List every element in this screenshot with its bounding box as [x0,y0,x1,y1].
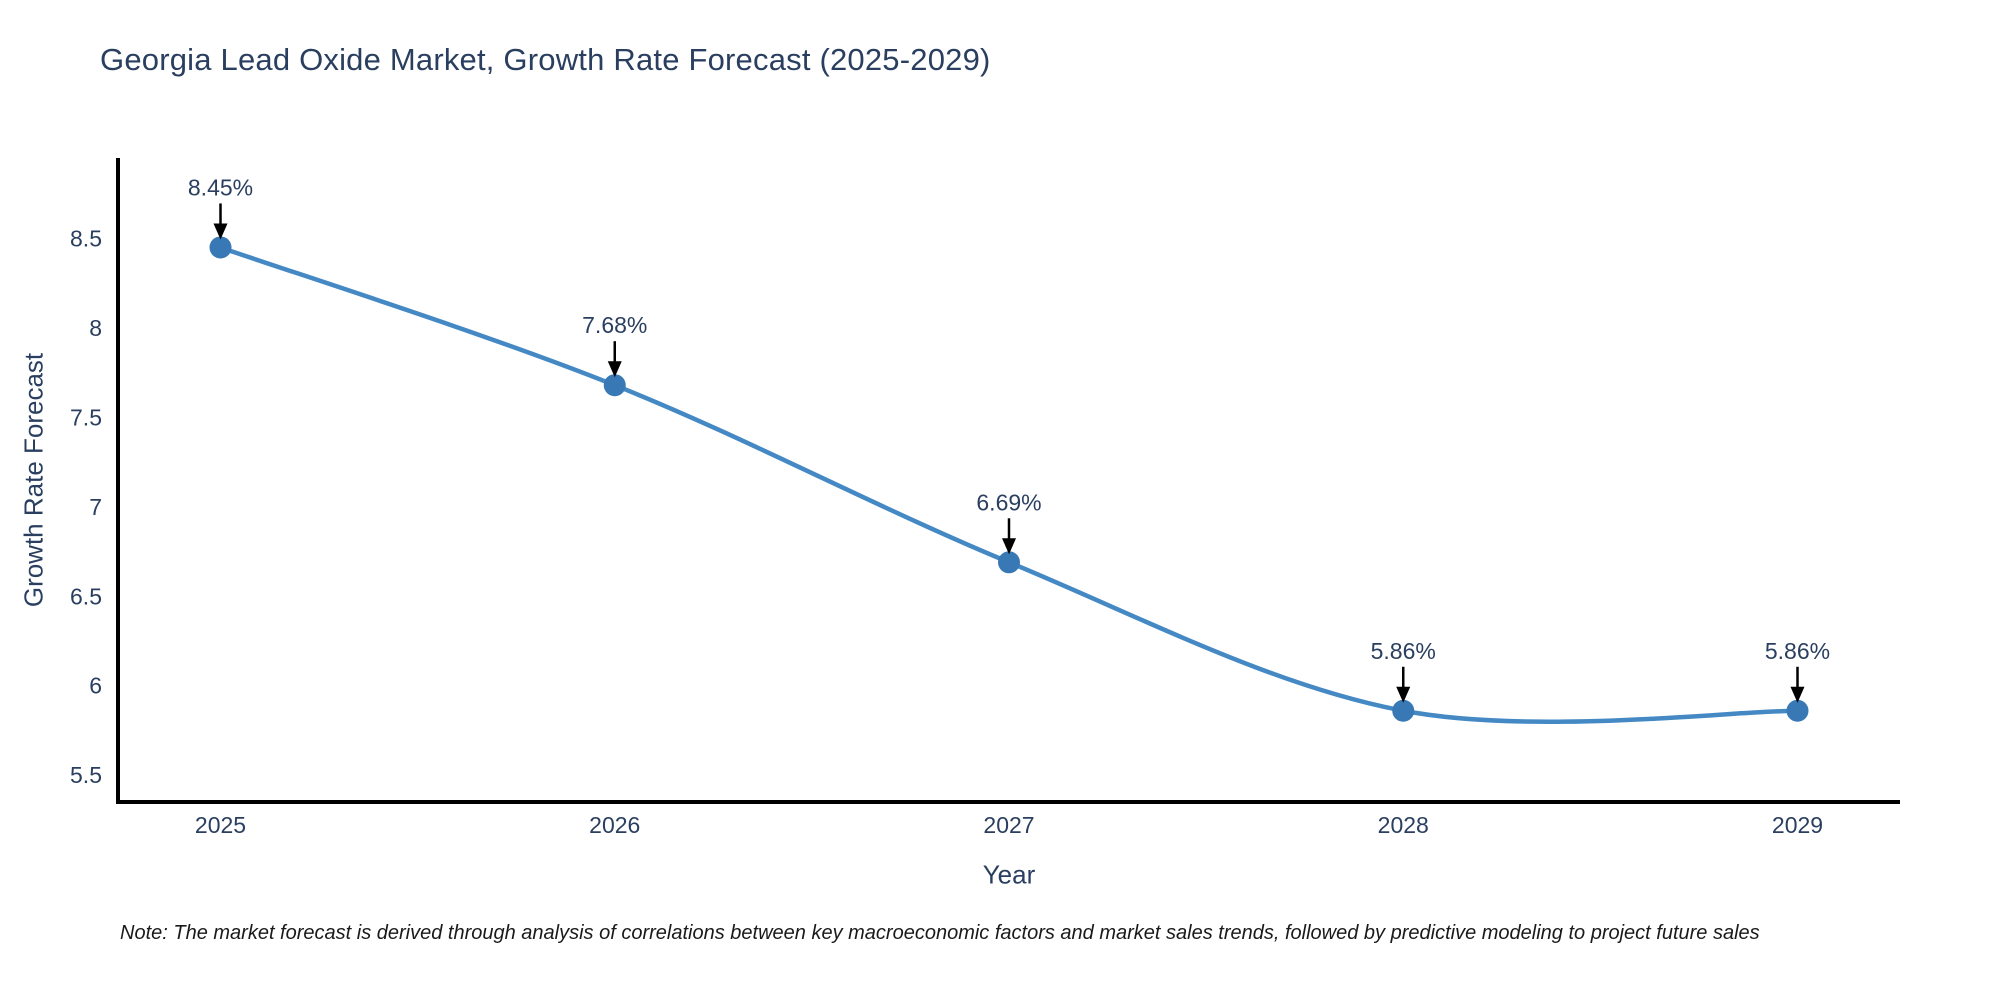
data-point-marker [603,374,626,397]
annotation-arrowhead-icon [1396,686,1411,703]
footnote: Note: The market forecast is derived thr… [120,922,1760,944]
data-point-marker [209,236,232,259]
annotation-arrowhead-icon [607,361,622,378]
data-label: 7.68% [582,312,647,338]
y-tick-label: 6.5 [70,583,102,609]
x-tick-label: 2026 [589,812,640,838]
annotation-arrowhead-icon [213,223,228,240]
x-tick-label: 2029 [1772,812,1823,838]
y-tick-label: 8.5 [70,226,102,252]
y-tick-label: 6 [89,673,102,699]
x-axis-title: Year [982,859,1036,890]
data-point-marker [998,551,1020,574]
data-label: 5.86% [1371,638,1436,664]
annotation-arrowhead-icon [1790,686,1805,703]
data-point-marker [1786,699,1809,722]
y-axis-title: Growth Rate Forecast [18,352,49,608]
chart-title: Georgia Lead Oxide Market, Growth Rate F… [100,42,991,77]
annotation-arrowhead-icon [1002,538,1016,555]
data-label: 8.45% [188,174,253,200]
x-tick-label: 2027 [983,812,1034,838]
x-tick-label: 2028 [1378,812,1429,838]
data-label: 6.69% [976,489,1041,515]
trend-line [218,245,1800,724]
x-tick-label: 2025 [195,812,246,838]
y-tick-label: 8 [89,315,102,341]
y-tick-label: 5.5 [70,762,102,788]
data-point-marker [1392,699,1415,722]
y-tick-label: 7 [89,494,102,520]
y-tick-label: 7.5 [70,404,102,430]
data-label: 5.86% [1765,638,1830,664]
